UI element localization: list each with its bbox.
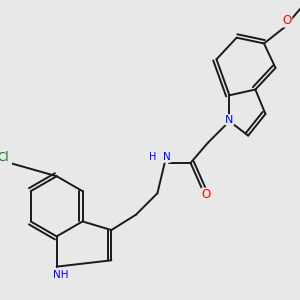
Text: N: N: [225, 115, 234, 125]
Text: H: H: [149, 152, 156, 162]
Text: NH: NH: [53, 270, 69, 280]
Text: O: O: [202, 188, 211, 201]
Text: O: O: [282, 14, 292, 27]
Text: N: N: [163, 152, 171, 162]
Text: Cl: Cl: [0, 151, 9, 164]
